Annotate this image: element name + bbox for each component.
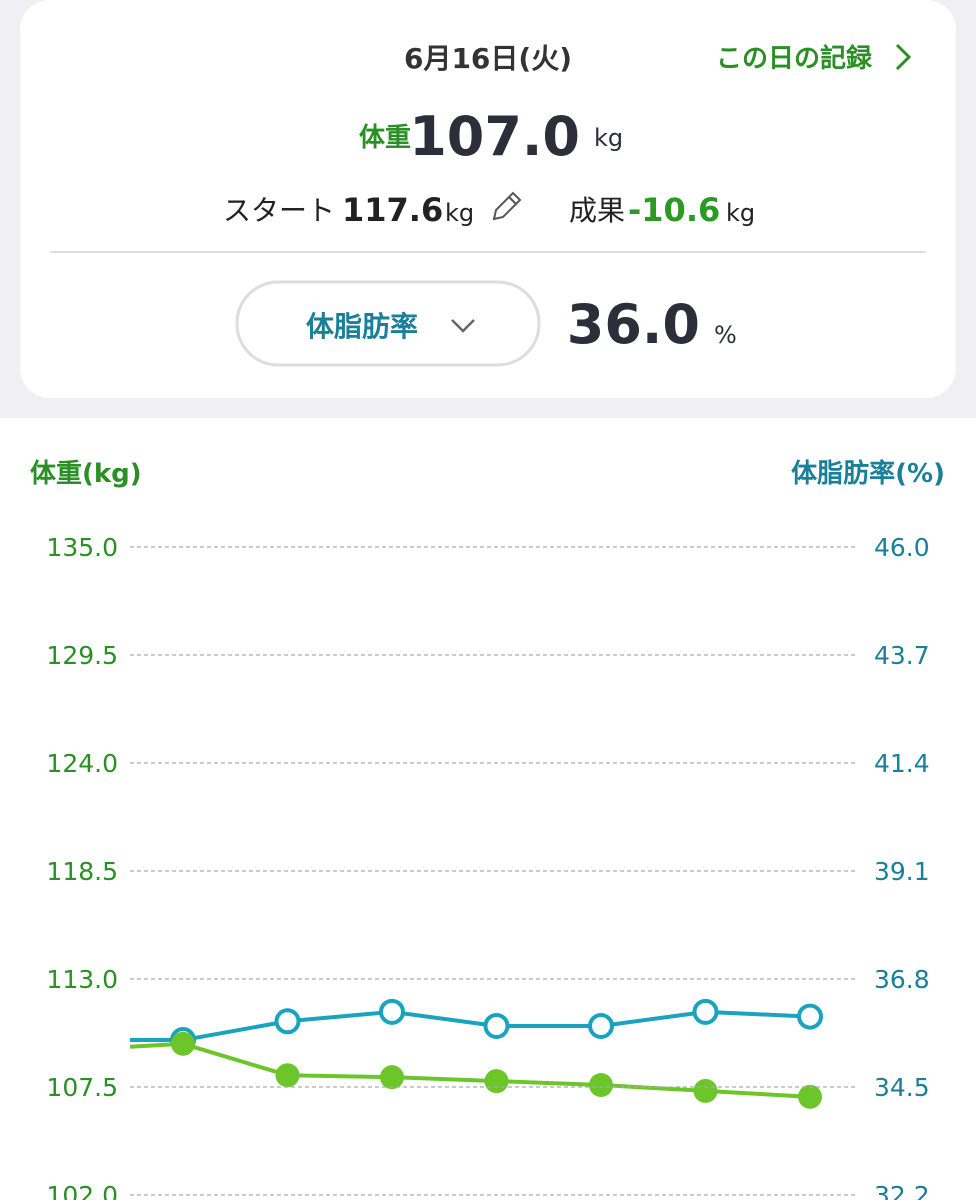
y-tick-label: 113.0 (46, 965, 118, 994)
data-point (171, 1031, 195, 1056)
data-point (483, 1012, 510, 1039)
selector-unit: % (714, 321, 737, 349)
plot (67, 998, 823, 1109)
data-point (380, 1065, 404, 1090)
y-tick-label: 118.5 (46, 857, 118, 886)
data-point (484, 1069, 509, 1094)
weight-unit: kg (594, 124, 623, 152)
series-line (130, 1041, 811, 1099)
y-tick-label: 107.5 (46, 1073, 118, 1102)
data-point (67, 1038, 91, 1062)
start-unit: kg (445, 199, 474, 227)
series-line (130, 1009, 811, 1043)
data-point (693, 1078, 718, 1103)
y-tick-label: 129.5 (46, 641, 118, 670)
start-value: 117.6 (342, 191, 443, 229)
y2-tick-label: 34.5 (874, 1073, 930, 1102)
date: 6月16日(火) (404, 42, 572, 75)
result-unit: kg (726, 199, 755, 227)
weight-value: 107.0 (409, 105, 580, 168)
record-link[interactable]: この日の記録 (716, 43, 873, 74)
data-point (798, 1084, 822, 1109)
y2-tick-label: 32.2 (874, 1181, 930, 1200)
y-tick-label: 135.0 (46, 533, 118, 562)
y-axis-title: 体重(kg) (30, 459, 142, 489)
data-point (274, 1008, 301, 1035)
y-tick-label: 124.0 (46, 749, 118, 778)
data-point (68, 1029, 90, 1051)
start-label: スタート (223, 194, 335, 227)
dropdown-icon[interactable] (451, 319, 475, 333)
data-point (589, 1073, 613, 1098)
data-point (588, 1012, 614, 1039)
data-point (692, 998, 719, 1025)
metric-selector[interactable] (235, 280, 541, 367)
chevron-icon[interactable] (895, 43, 912, 71)
data-point (797, 1003, 823, 1030)
y-tick-label: 102.0 (46, 1181, 118, 1200)
y2-tick-label: 43.7 (874, 641, 930, 670)
data-point (379, 998, 405, 1025)
result-label: 成果 (569, 194, 625, 227)
selector-label[interactable]: 体脂肪率 (306, 310, 418, 343)
y2-tick-label: 39.1 (874, 857, 930, 886)
result-value: -10.6 (628, 191, 720, 229)
y2-tick-label: 46.0 (874, 533, 930, 562)
selector-value: 36.0 (567, 293, 700, 356)
y2-axis-title: 体脂肪率(%) (791, 458, 945, 489)
edit-icon[interactable] (492, 191, 522, 221)
weight-label: 体重 (359, 123, 411, 153)
data-point (275, 1063, 300, 1088)
y2-tick-label: 41.4 (874, 749, 930, 778)
y2-tick-label: 36.8 (874, 965, 930, 994)
